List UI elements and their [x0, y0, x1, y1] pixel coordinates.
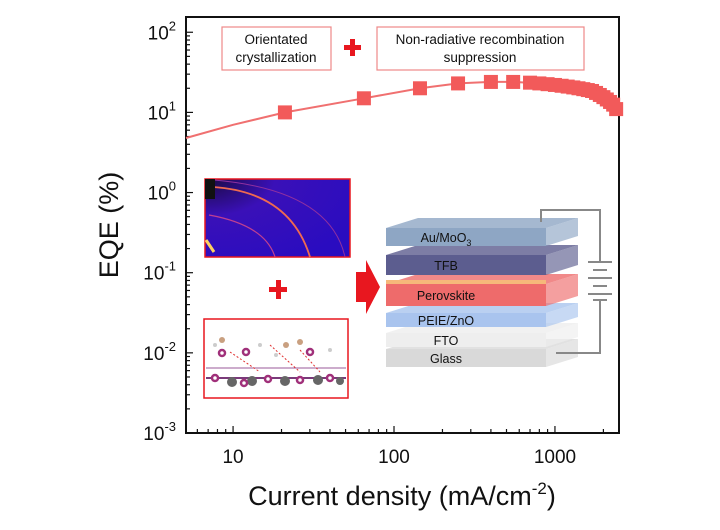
layer-label: FTO — [434, 334, 459, 348]
y-tick-label: 100 — [148, 179, 176, 205]
x-tick-label: 1000 — [534, 447, 576, 468]
circuit-battery-icon — [540, 209, 612, 354]
layer-label: TFB — [434, 259, 458, 273]
y-axis-label: EQE (%) — [94, 172, 124, 279]
svg-text:crystallization: crystallization — [235, 50, 316, 65]
x-axis-label: Current density (mA/cm-2) — [248, 479, 556, 511]
plot-axes — [185, 16, 620, 434]
layer-front — [386, 313, 546, 327]
svg-text:Orientated: Orientated — [244, 32, 307, 47]
annotation-nonradiative-suppression: Non-radiative recombination suppression — [376, 26, 585, 71]
layer-top — [386, 245, 578, 255]
giwaxs-pattern-image — [204, 178, 351, 258]
data-point — [609, 102, 624, 117]
y-tick-label: 10-3 — [143, 419, 176, 445]
y-tick-labels: 102 101 100 10-1 10-2 10-3 — [143, 18, 176, 445]
data-point — [412, 81, 427, 96]
layer-side — [546, 218, 578, 246]
layer-label: PEIE/ZnO — [418, 314, 475, 328]
interlayer — [386, 280, 546, 284]
data-point — [277, 105, 292, 120]
layer-top — [386, 218, 578, 228]
layer-front — [386, 255, 546, 275]
layer-side — [546, 323, 578, 347]
annotation-orientated-crystallization: Orientated crystallization — [221, 26, 332, 71]
svg-text:Non-radiative recombination: Non-radiative recombination — [396, 32, 565, 47]
layer-side — [546, 245, 578, 275]
layer-label: Perovskite — [417, 289, 475, 303]
data-points — [277, 74, 624, 120]
y-tick-label: 10-1 — [143, 259, 176, 285]
layer-label: Au/MoO3 — [421, 231, 472, 248]
x-tick-labels: 10 100 1000 — [222, 447, 576, 468]
layer-label: Glass — [430, 352, 462, 366]
layer-side — [546, 274, 578, 306]
device-stack-diagram: Glass FTO PEIE/ZnO Perovskite TFB Au/MoO3 — [386, 218, 578, 367]
y-tick-label: 101 — [148, 98, 176, 124]
data-point — [451, 76, 466, 91]
layer-front — [386, 284, 546, 306]
layer-front — [386, 333, 546, 347]
layer-front — [386, 228, 546, 246]
y-tick-label: 10-2 — [143, 339, 176, 365]
molecular-structure-image — [203, 318, 349, 399]
layer-front — [386, 349, 546, 367]
plus-icon — [344, 39, 361, 56]
data-point — [356, 91, 371, 106]
layer-side — [546, 303, 578, 327]
arrow-icon — [356, 260, 380, 314]
x-tick-label: 100 — [378, 447, 410, 468]
data-point — [506, 74, 521, 89]
y-tick-label: 102 — [148, 18, 176, 44]
plus-icon — [269, 280, 287, 299]
data-point — [483, 74, 498, 89]
x-tick-label: 10 — [222, 447, 243, 468]
svg-text:suppression: suppression — [444, 50, 517, 65]
